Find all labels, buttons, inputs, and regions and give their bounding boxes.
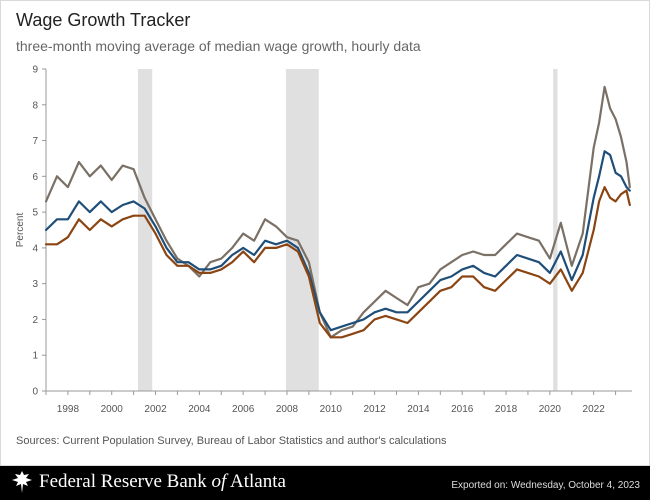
y-tick-label-0: 0 [32,387,38,398]
x-tick-label-2012: 2012 [363,404,386,415]
line-chart: 0 1 2 3 4 5 6 7 8 9 1998 2000 2002 2004 2006 2008 2010 20… [15,65,632,415]
recession-band-0 [138,69,153,391]
footer-bar: Federal Reserve Bank of Atlanta Exported… [0,466,650,500]
y-tick-label-8: 8 [32,100,38,111]
recession-band-1 [285,69,319,391]
x-tick-label-2014: 2014 [407,404,430,415]
chart-title: Wage Growth Tracker [16,10,191,30]
series-line-lower [44,186,631,339]
y-tick-label-7: 7 [32,136,38,147]
bank-name: Federal Reserve Bank of Atlanta [39,471,286,493]
x-tick-label-2002: 2002 [144,404,167,415]
y-tick-label-4: 4 [32,243,38,254]
series-line-upper [44,85,631,339]
chart-subtitle: three-month moving average of median wag… [16,38,421,54]
x-tick-label-2010: 2010 [320,404,343,415]
x-tick-label-2004: 2004 [188,404,211,415]
x-tick-label-2006: 2006 [232,404,255,415]
x-tick-label-2016: 2016 [451,404,474,415]
y-tick-label-5: 5 [32,208,38,219]
x-tick-label-1998: 1998 [57,404,80,415]
recession-band-2 [553,69,558,391]
eagle-icon [12,471,32,493]
export-date: Exported on: Wednesday, October 4, 2023 [451,480,640,491]
y-tick-label-1: 1 [32,351,38,362]
series-line-overall [44,150,631,332]
bank-logo[interactable]: Federal Reserve Bank of Atlanta [11,470,286,494]
x-tick-label-2008: 2008 [276,404,299,415]
x-tick-label-2000: 2000 [101,404,124,415]
chart-panel: Wage Growth Tracker three-month moving a… [0,0,650,466]
source-note: Sources: Current Population Survey, Bure… [16,435,447,447]
bank-name-suffix: Atlanta [226,471,286,492]
bank-name-of: of [211,471,227,492]
y-tick-label-3: 3 [32,279,38,290]
x-tick-label-2022: 2022 [583,404,606,415]
y-tick-label-2: 2 [32,315,38,326]
x-tick-label-2020: 2020 [539,404,562,415]
y-axis-label: Percent [15,213,26,248]
x-tick-label-2018: 2018 [495,404,518,415]
y-tick-label-9: 9 [32,65,38,76]
y-tick-label-6: 6 [32,172,38,183]
bank-name-prefix: Federal Reserve Bank [39,471,212,492]
